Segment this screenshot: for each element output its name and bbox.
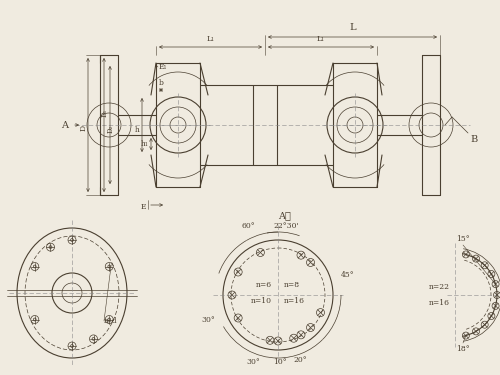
Text: n=22: n=22 xyxy=(429,283,450,291)
Text: D₁: D₁ xyxy=(101,109,109,117)
Text: b: b xyxy=(158,79,164,87)
Text: n–d: n–d xyxy=(104,317,118,325)
Text: L₁: L₁ xyxy=(317,35,325,43)
Text: 45°: 45° xyxy=(341,271,354,279)
Text: n=16: n=16 xyxy=(429,299,450,307)
Text: A向: A向 xyxy=(278,211,291,220)
Text: 15°: 15° xyxy=(456,235,470,243)
Text: 18°: 18° xyxy=(456,345,470,353)
Text: 22°30': 22°30' xyxy=(273,222,299,230)
Text: L₁: L₁ xyxy=(206,35,214,43)
Text: E₁: E₁ xyxy=(159,63,168,71)
Text: D: D xyxy=(80,125,88,131)
Text: L: L xyxy=(349,23,356,32)
Text: 10°: 10° xyxy=(273,358,287,366)
Text: E: E xyxy=(140,203,146,211)
Text: n=10: n=10 xyxy=(251,297,272,305)
Text: n=6: n=6 xyxy=(256,281,272,289)
Text: n=8: n=8 xyxy=(284,281,300,289)
Text: B: B xyxy=(470,135,477,144)
Text: A: A xyxy=(61,120,68,129)
Text: h: h xyxy=(135,126,140,134)
Text: 30°: 30° xyxy=(246,358,260,366)
Text: n=16: n=16 xyxy=(284,297,305,305)
Text: 60°: 60° xyxy=(241,222,255,230)
Text: h₁: h₁ xyxy=(141,140,149,148)
Text: 30°: 30° xyxy=(201,316,215,324)
Text: D₂: D₂ xyxy=(107,125,115,133)
Text: 20°: 20° xyxy=(293,356,307,364)
